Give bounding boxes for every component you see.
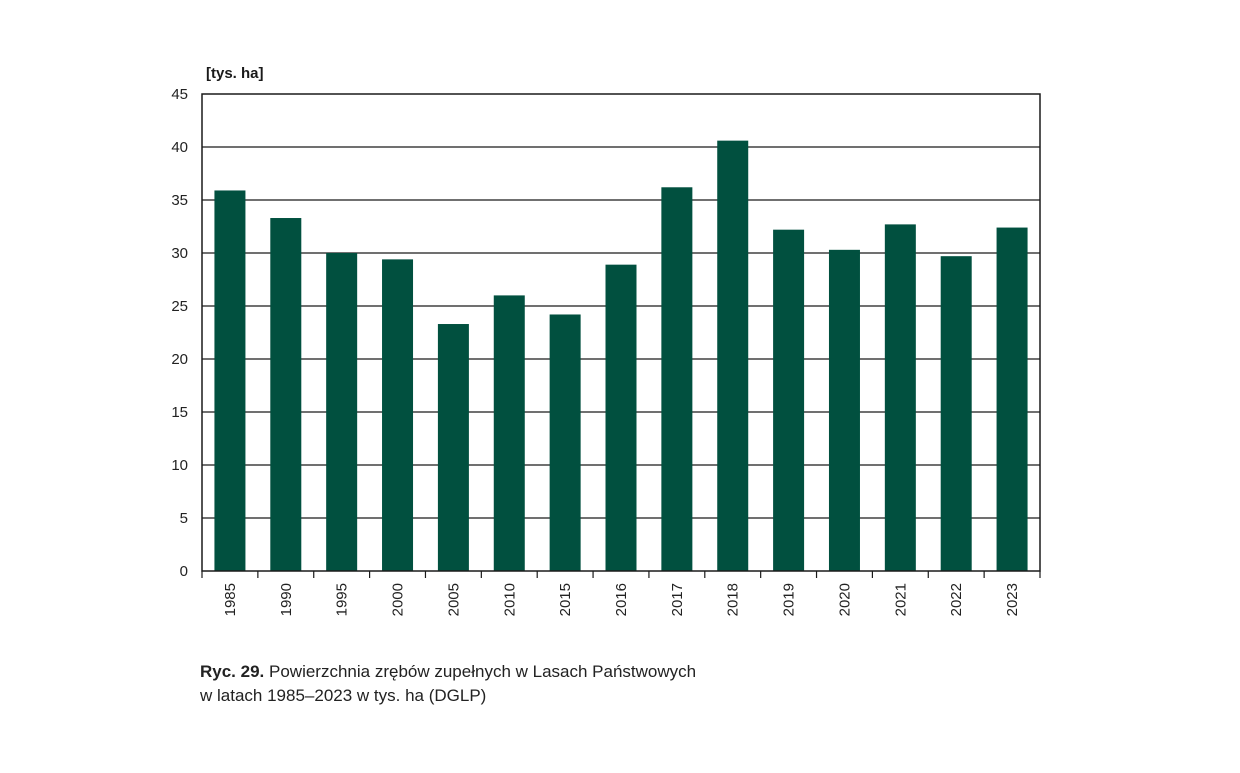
bar: [828, 249, 860, 571]
x-tick-label: 1990: [278, 583, 295, 616]
caption-title: Powierzchnia zrębów zupełnych w Lasach P…: [269, 662, 697, 681]
bar: [940, 256, 972, 571]
plot-frame: [201, 93, 1041, 572]
caption-label: Ryc. 29.: [200, 662, 265, 681]
x-tick-label: 2022: [948, 583, 965, 616]
y-tick-label: 40: [171, 139, 188, 156]
bar: [270, 218, 302, 571]
y-tick-label: 0: [180, 563, 188, 580]
bar: [773, 229, 805, 571]
x-tick-label: 1985: [222, 583, 239, 616]
x-tick-label: 2020: [836, 583, 853, 616]
x-tick-label: 2015: [557, 583, 574, 616]
y-tick-label: 45: [171, 86, 188, 103]
x-tick-label: 2010: [501, 583, 518, 616]
x-tick-label: 2005: [445, 583, 462, 616]
bar: [605, 264, 637, 571]
x-tick-label: 1995: [334, 583, 351, 616]
bar: [437, 324, 469, 571]
x-tick-label: 2018: [725, 583, 742, 616]
y-tick-label: 5: [180, 510, 188, 527]
bars: [214, 140, 1028, 571]
bar: [996, 227, 1028, 571]
x-axis-ticks: 1985 1990 1995 2000 2005 2010 2015 2016 2017 2018…: [201, 571, 1041, 616]
y-tick-label: 35: [171, 192, 188, 209]
bar: [884, 224, 916, 571]
x-tick-label: 2023: [1004, 583, 1021, 616]
bar-chart: [tys. ha] 0 5 10 15 20 25 30 35 40 45 1985 1990 199…: [171, 65, 1041, 616]
y-tick-label: 10: [171, 457, 188, 474]
x-tick-label: 2021: [892, 583, 909, 616]
x-tick-label: 2019: [781, 583, 798, 616]
bar: [493, 295, 525, 571]
y-axis-label: [tys. ha]: [206, 65, 264, 82]
x-tick-label: 2016: [613, 583, 630, 616]
y-tick-label: 25: [171, 298, 188, 315]
bar: [661, 187, 693, 571]
y-axis-ticks: 0 5 10 15 20 25 30 35 40 45: [171, 86, 188, 580]
bar: [549, 314, 581, 571]
bar: [382, 259, 414, 571]
x-tick-label: 2000: [390, 583, 407, 616]
y-tick-label: 30: [171, 245, 188, 262]
bar: [214, 190, 246, 571]
caption-subtitle: w latach 1985–2023 w tys. ha (DGLP): [200, 686, 487, 705]
y-tick-label: 20: [171, 351, 188, 368]
y-tick-label: 15: [171, 404, 188, 421]
x-tick-label: 2017: [669, 583, 686, 616]
figure-caption: Ryc. 29. Powierzchnia zrębów zupełnych w…: [200, 660, 900, 708]
bar: [326, 253, 358, 571]
bar: [717, 140, 749, 571]
